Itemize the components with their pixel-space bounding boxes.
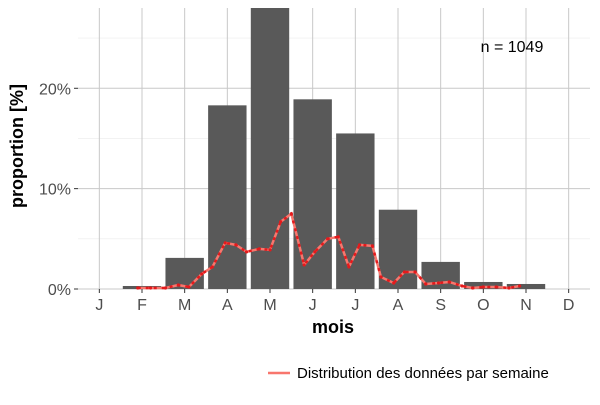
- weekly-point: [279, 220, 283, 224]
- x-tick-label: J: [351, 297, 359, 314]
- y-tick-label: 0%: [48, 282, 71, 299]
- weekly-point: [313, 250, 317, 254]
- weekly-point: [424, 282, 428, 286]
- weekly-point: [518, 284, 522, 288]
- bar: [336, 133, 375, 289]
- weekly-point: [244, 250, 249, 254]
- weekly-point: [176, 283, 180, 287]
- weekly-distribution-line: [137, 212, 520, 290]
- weekly-point: [289, 212, 293, 216]
- x-tick-label: N: [520, 297, 532, 314]
- axis-layer: 0% 10% 20% J F M A M J J A S O N D: [39, 81, 574, 314]
- y-tick-label: 20%: [39, 81, 71, 98]
- weekly-point: [370, 244, 374, 248]
- x-tick-label: A: [222, 297, 233, 314]
- bars-layer: [122, 8, 546, 289]
- x-tick-label: O: [477, 297, 489, 314]
- weekly-point: [136, 286, 140, 290]
- sample-size-annotation: n = 1049: [481, 39, 544, 56]
- bar: [506, 283, 546, 289]
- x-tick-label: J: [95, 297, 103, 314]
- x-tick-label: S: [435, 297, 446, 314]
- x-tick-label: J: [309, 297, 317, 314]
- bar: [208, 105, 247, 289]
- x-tick-label: A: [393, 297, 404, 314]
- x-tick-label: M: [178, 297, 191, 314]
- legend-label: Distribution des données par semaine: [297, 365, 549, 382]
- bar: [165, 257, 204, 289]
- weekly-point: [302, 263, 306, 267]
- line-layer: [136, 211, 522, 290]
- x-tick-label: M: [263, 297, 276, 314]
- x-tick-label: F: [137, 297, 147, 314]
- x-axis-title: mois: [312, 317, 354, 337]
- weekly-point: [257, 247, 261, 251]
- weekly-point: [447, 280, 451, 284]
- weekly-point: [379, 275, 383, 279]
- weekly-point: [471, 286, 475, 290]
- weekly-point: [402, 270, 406, 274]
- bar: [250, 8, 290, 289]
- weekly-point: [460, 284, 464, 288]
- weekly-point: [163, 286, 168, 290]
- bar: [293, 99, 332, 289]
- weekly-point: [234, 243, 238, 247]
- weekly-point: [336, 235, 340, 239]
- bar: [378, 209, 418, 289]
- weekly-point: [210, 265, 214, 269]
- weekly-point: [326, 237, 330, 241]
- weekly-point: [413, 270, 417, 274]
- weekly-point: [187, 285, 191, 289]
- weekly-point: [347, 265, 351, 269]
- weekly-point: [200, 272, 204, 276]
- y-tick-label: 10%: [39, 182, 71, 199]
- weekly-point: [494, 285, 498, 289]
- weekly-point: [507, 286, 511, 290]
- legend: Distribution des données par semaine: [268, 365, 549, 382]
- weekly-point: [223, 241, 227, 245]
- weekly-point: [268, 248, 272, 252]
- weekly-point: [148, 286, 153, 290]
- weekly-point: [358, 243, 362, 247]
- x-tick-label: D: [563, 297, 575, 314]
- weekly-point: [436, 281, 441, 285]
- weekly-point: [481, 285, 485, 289]
- y-axis-title: proportion [%]: [7, 84, 27, 208]
- weekly-point: [392, 281, 396, 285]
